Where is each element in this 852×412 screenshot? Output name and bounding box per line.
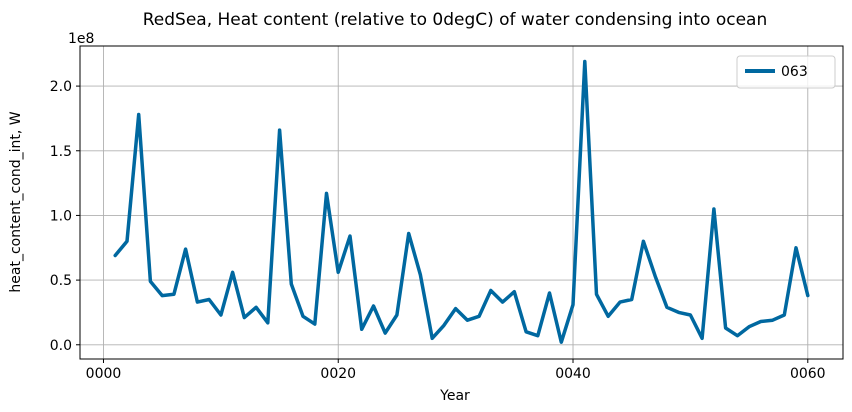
x-tick-label: 0000: [86, 366, 122, 382]
y-axis-ticks: 0.0 0.5 1.0 1.5 2.0: [50, 79, 80, 354]
legend-box: [736, 55, 836, 89]
x-axis-label: Year: [439, 388, 470, 404]
legend: 063: [736, 55, 836, 89]
grid-lines: [80, 46, 843, 359]
x-axis-ticks: 0000 0020 0040 0060: [86, 359, 826, 382]
y-axis-multiplier: 1e8: [68, 31, 94, 47]
x-tick-label: 0040: [555, 366, 591, 382]
series-line-063: [113, 59, 810, 344]
y-tick-label: 1.0: [50, 208, 72, 224]
chart-title: RedSea, Heat content (relative to 0degC)…: [143, 10, 767, 30]
x-tick-label: 0060: [790, 366, 826, 382]
plot-frame: [79, 45, 844, 360]
y-tick-label: 0.5: [50, 273, 72, 289]
legend-label-063: 063: [781, 64, 808, 80]
x-tick-label: 0020: [320, 366, 356, 382]
y-axis-label: heat_content_cond_int, W: [8, 111, 24, 292]
y-tick-label: 1.5: [50, 144, 72, 160]
y-tick-label: 0.0: [50, 338, 72, 354]
y-tick-label: 2.0: [50, 79, 72, 95]
series-layer: [113, 59, 810, 344]
